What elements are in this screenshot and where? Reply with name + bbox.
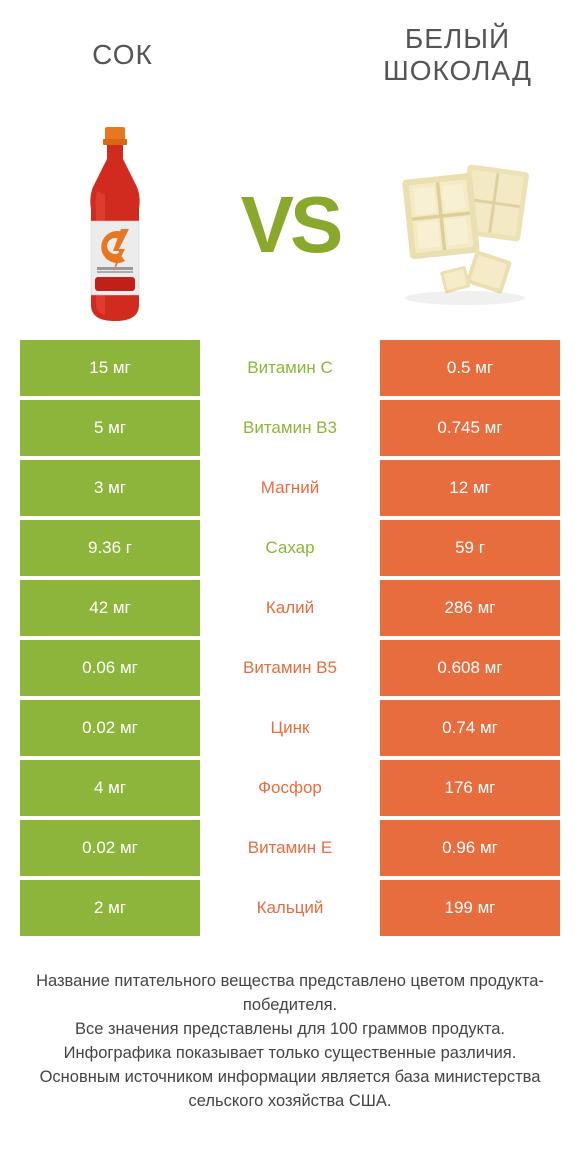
nutrient-name-cell: Цинк: [200, 700, 380, 756]
table-row: 15 мгВитамин C0.5 мг: [20, 340, 560, 396]
header: СОК БЕЛЫЙ ШОКОЛАД: [0, 0, 580, 110]
footer-line: Основным источником информации является …: [24, 1066, 556, 1114]
nutrition-table: 15 мгВитамин C0.5 мг5 мгВитамин B30.745 …: [0, 340, 580, 936]
right-value-cell: 0.96 мг: [380, 820, 560, 876]
vs-label: VS: [215, 179, 365, 271]
right-value-cell: 199 мг: [380, 880, 560, 936]
nutrient-name-cell: Фосфор: [200, 760, 380, 816]
right-value-cell: 59 г: [380, 520, 560, 576]
table-row: 0.06 мгВитамин B50.608 мг: [20, 640, 560, 696]
table-row: 5 мгВитамин B30.745 мг: [20, 400, 560, 456]
footer-line: Инфографика показывает только существенн…: [24, 1042, 556, 1066]
table-row: 3 мгМагний12 мг: [20, 460, 560, 516]
table-row: 42 мгКалий286 мг: [20, 580, 560, 636]
right-value-cell: 0.74 мг: [380, 700, 560, 756]
right-product-title: БЕЛЫЙ ШОКОЛАД: [345, 0, 570, 110]
table-row: 9.36 гСахар59 г: [20, 520, 560, 576]
bottle-icon: [75, 125, 155, 325]
white-chocolate-icon: [380, 140, 550, 310]
left-value-cell: 5 мг: [20, 400, 200, 456]
right-value-cell: 176 мг: [380, 760, 560, 816]
right-value-cell: 0.608 мг: [380, 640, 560, 696]
table-row: 0.02 мгВитамин E0.96 мг: [20, 820, 560, 876]
left-value-cell: 0.02 мг: [20, 820, 200, 876]
nutrient-name-cell: Калий: [200, 580, 380, 636]
nutrient-name-cell: Кальций: [200, 880, 380, 936]
header-spacer: [235, 0, 345, 110]
nutrient-name-cell: Витамин B3: [200, 400, 380, 456]
nutrient-name-cell: Витамин E: [200, 820, 380, 876]
nutrient-name-cell: Сахар: [200, 520, 380, 576]
right-value-cell: 0.745 мг: [380, 400, 560, 456]
right-product-image: [380, 125, 550, 325]
table-row: 4 мгФосфор176 мг: [20, 760, 560, 816]
left-product-image: [30, 125, 200, 325]
right-value-cell: 12 мг: [380, 460, 560, 516]
product-images-row: VS: [0, 110, 580, 340]
nutrient-name-cell: Витамин C: [200, 340, 380, 396]
footer-notes: Название питательного вещества представл…: [0, 940, 580, 1114]
left-value-cell: 42 мг: [20, 580, 200, 636]
left-value-cell: 2 мг: [20, 880, 200, 936]
table-row: 2 мгКальций199 мг: [20, 880, 560, 936]
left-value-cell: 0.06 мг: [20, 640, 200, 696]
left-value-cell: 4 мг: [20, 760, 200, 816]
nutrient-name-cell: Магний: [200, 460, 380, 516]
right-value-cell: 0.5 мг: [380, 340, 560, 396]
right-value-cell: 286 мг: [380, 580, 560, 636]
left-product-title: СОК: [10, 0, 235, 110]
left-value-cell: 9.36 г: [20, 520, 200, 576]
left-value-cell: 3 мг: [20, 460, 200, 516]
left-value-cell: 15 мг: [20, 340, 200, 396]
footer-line: Все значения представлены для 100 граммо…: [24, 1018, 556, 1042]
table-row: 0.02 мгЦинк0.74 мг: [20, 700, 560, 756]
left-value-cell: 0.02 мг: [20, 700, 200, 756]
footer-line: Название питательного вещества представл…: [24, 970, 556, 1018]
nutrient-name-cell: Витамин B5: [200, 640, 380, 696]
